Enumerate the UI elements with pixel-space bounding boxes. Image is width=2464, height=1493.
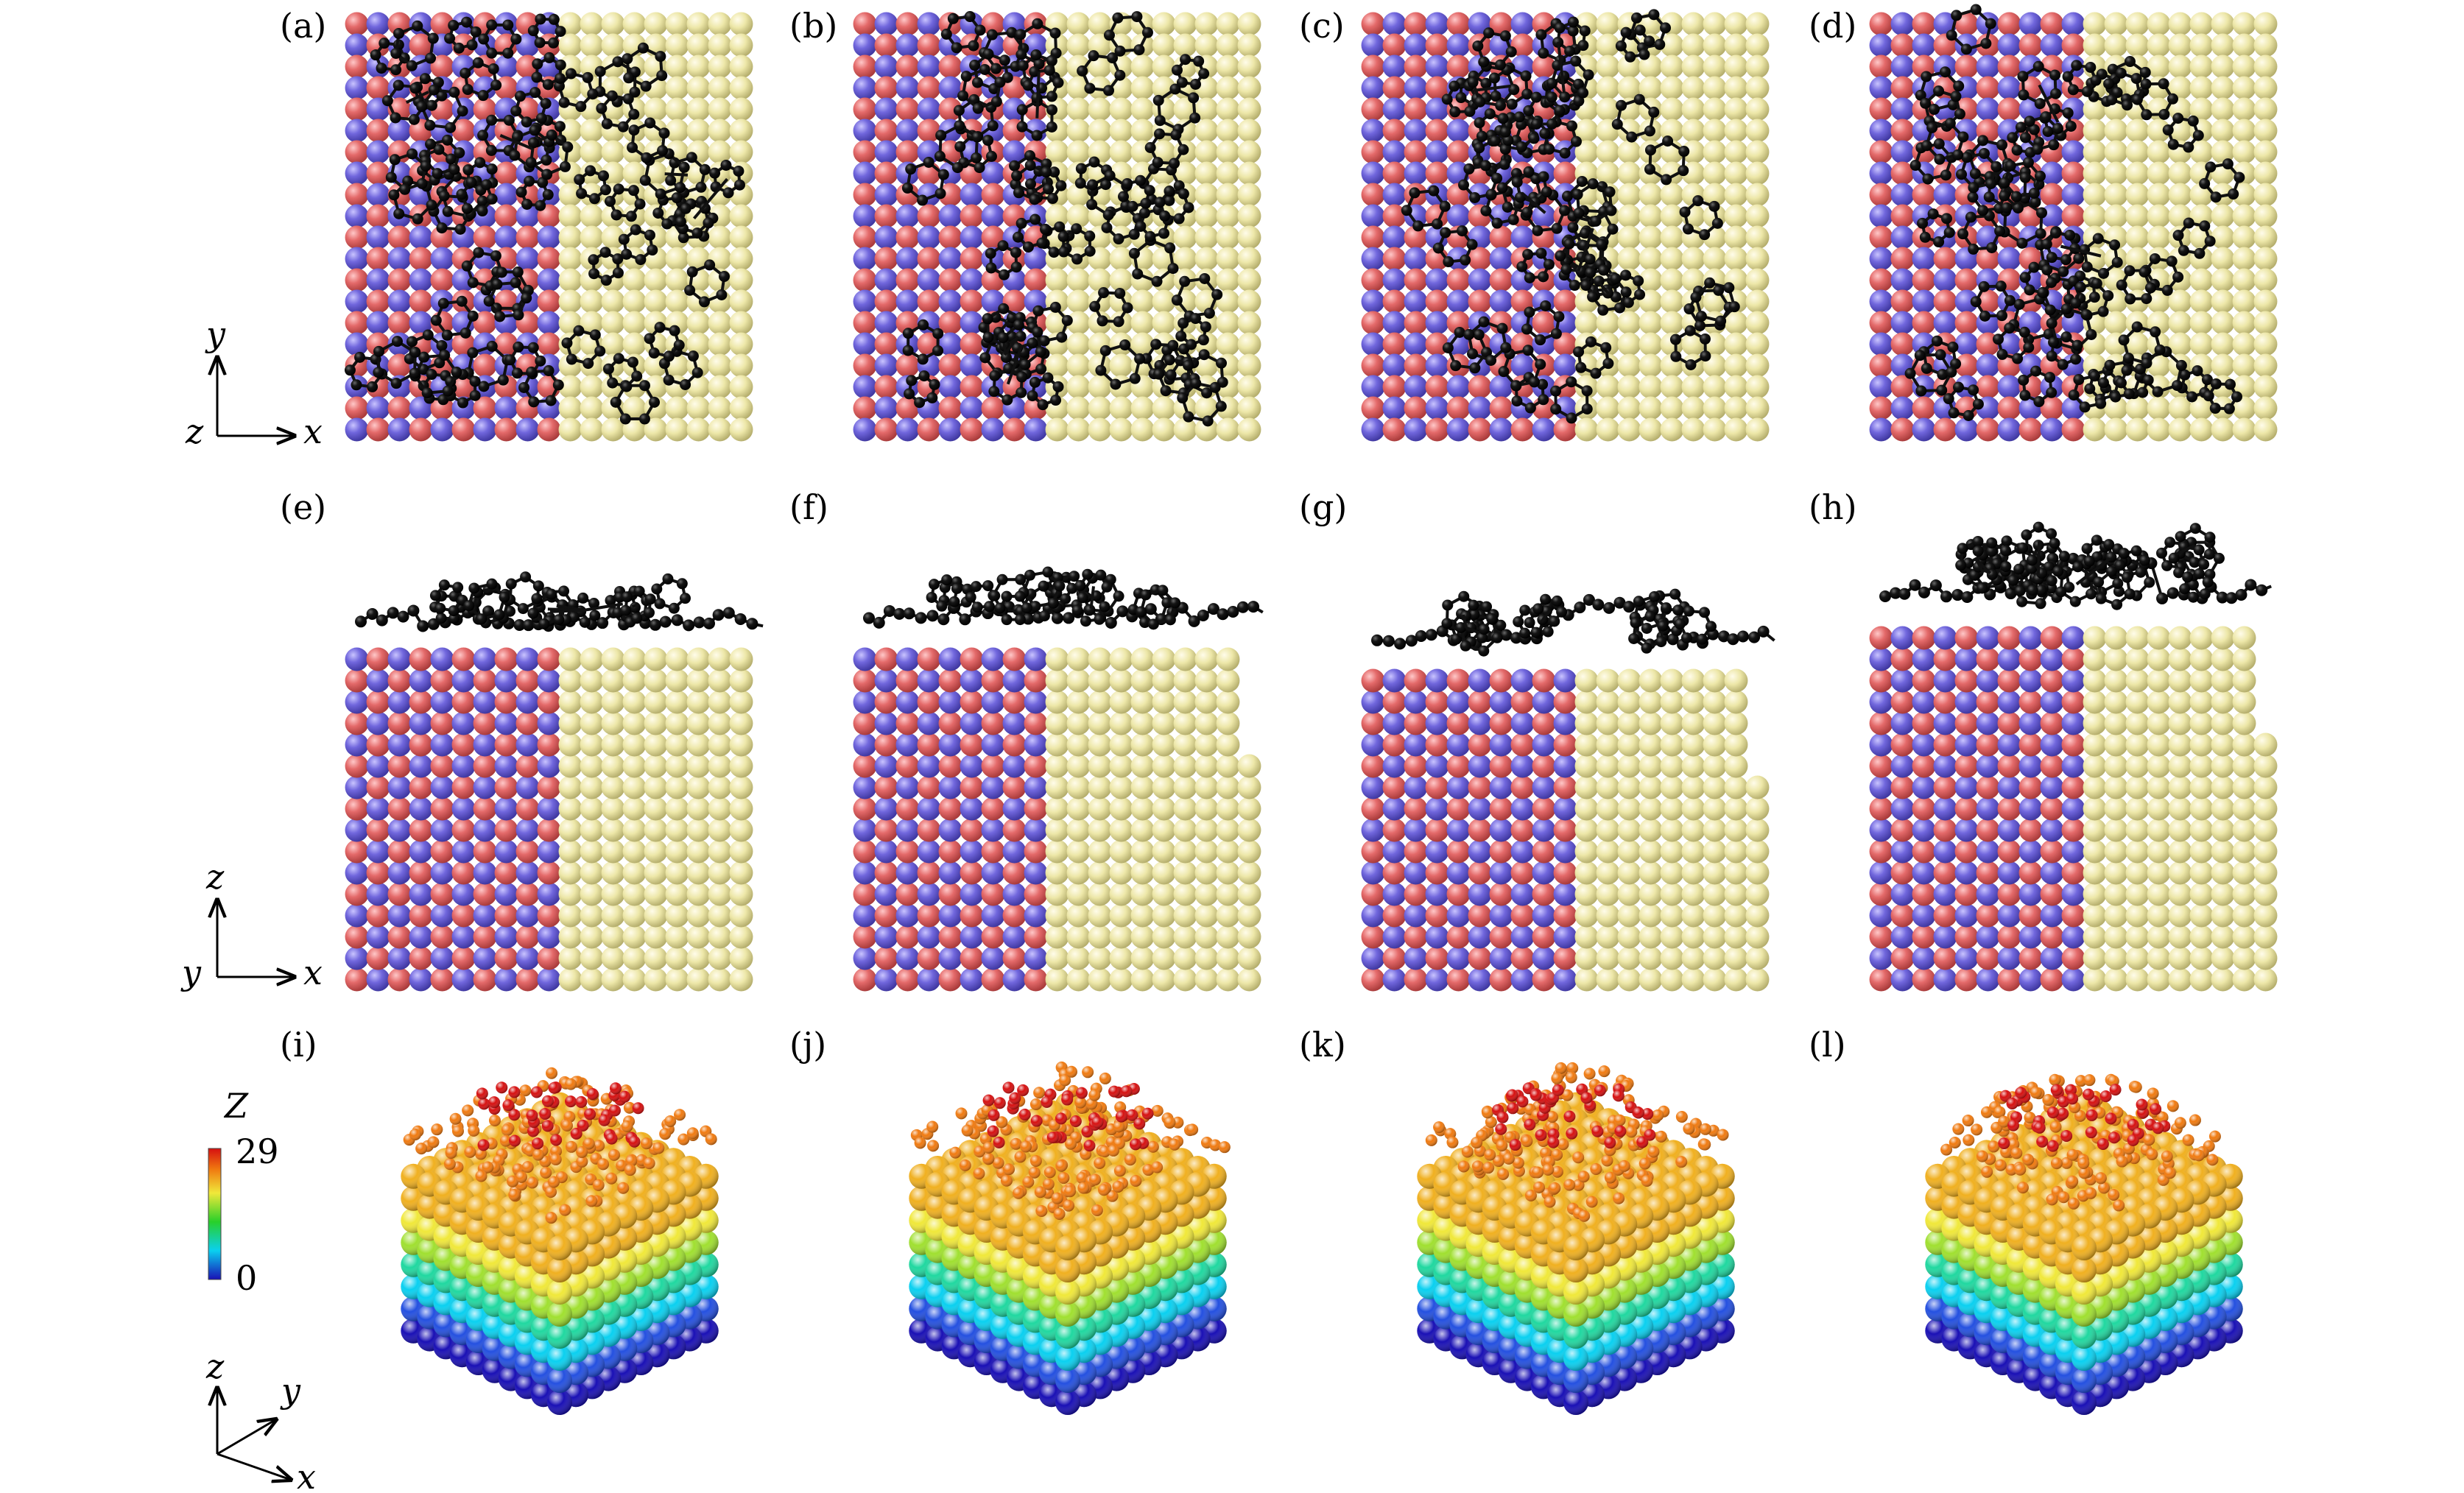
panel-d-structure — [1869, 4, 2278, 442]
axis-indicator-iso: z y x — [205, 1346, 316, 1493]
panel-label-l: (l) — [1809, 1025, 1846, 1065]
panel-label-g: (g) — [1299, 487, 1348, 527]
panel-label-j: (j) — [789, 1025, 827, 1065]
colorbar: Z 29 0 — [208, 1086, 279, 1298]
panel-l-structure — [1925, 1073, 2243, 1415]
axis-label-x-side: x — [303, 953, 323, 992]
panel-c-structure — [1361, 9, 1770, 442]
panel-label-c: (c) — [1299, 6, 1345, 46]
side-view-panels — [345, 521, 2278, 992]
panel-e-structure — [345, 571, 764, 992]
axis-indicator-xz: z y x — [180, 857, 323, 992]
axis-label-y-side: y — [180, 953, 202, 992]
panel-j-structure — [909, 1061, 1231, 1415]
axis-label-z-iso: z — [205, 1346, 225, 1386]
axis-label-x-top: x — [303, 412, 323, 451]
panel-label-a: (a) — [280, 6, 327, 46]
panel-a-structure — [344, 12, 753, 442]
top-view-panels — [344, 4, 2278, 442]
colorbar-min-label: 0 — [236, 1258, 257, 1298]
panel-f-structure — [853, 566, 1264, 992]
panel-h-structure — [1869, 521, 2278, 992]
panel-label-h: (h) — [1809, 487, 1857, 527]
panel-i-structure — [401, 1067, 719, 1415]
colorbar-gradient — [208, 1148, 222, 1280]
panel-b-structure — [853, 11, 1261, 442]
panel-label-e: (e) — [280, 487, 327, 527]
colorbar-max-label: 29 — [236, 1132, 279, 1171]
axis-indicator-xy: y z x — [185, 314, 323, 451]
panel-label-f: (f) — [789, 487, 828, 527]
iso-view-panels — [401, 1061, 2243, 1415]
panel-label-d: (d) — [1809, 6, 1857, 46]
axis-label-z-side: z — [205, 857, 225, 897]
panel-k-structure — [1417, 1062, 1735, 1415]
panel-label-i: (i) — [280, 1025, 317, 1065]
colorbar-title: Z — [223, 1086, 249, 1126]
axis-label-x-iso: x — [297, 1457, 316, 1493]
panel-g-structure — [1361, 588, 1775, 992]
axis-label-y-top: y — [205, 314, 226, 354]
panel-label-k: (k) — [1299, 1025, 1346, 1065]
axis-label-z-top: z — [185, 412, 204, 451]
axis-label-y-iso: y — [280, 1371, 301, 1411]
panel-label-b: (b) — [789, 6, 838, 46]
